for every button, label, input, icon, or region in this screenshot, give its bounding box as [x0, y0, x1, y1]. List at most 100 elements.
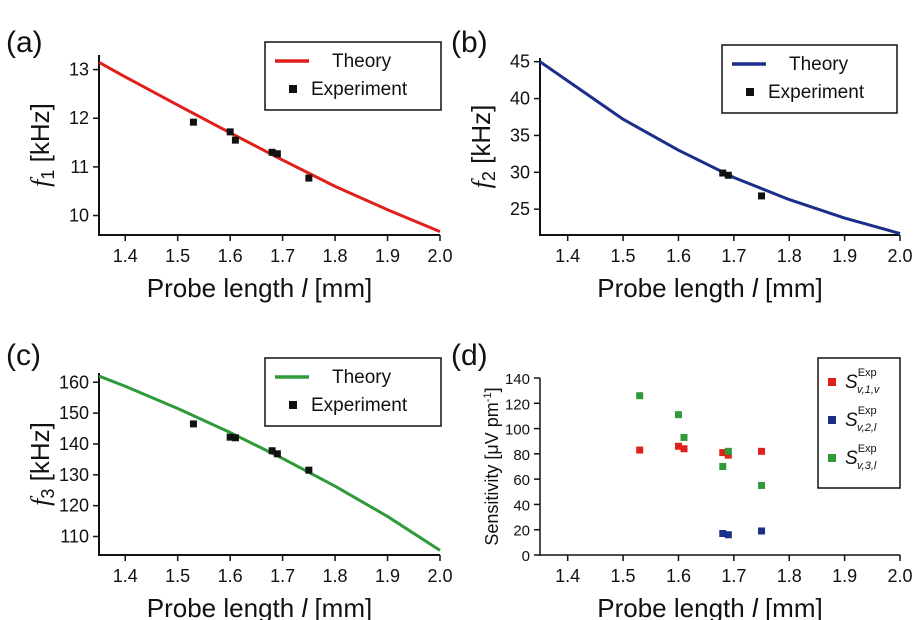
experiment-point — [231, 136, 239, 144]
experiment-point — [305, 174, 313, 182]
y-tick-label: 100 — [505, 422, 530, 439]
y-tick-label: 140 — [59, 434, 89, 454]
sensitivity-point-3 — [724, 447, 732, 455]
legend-label: Theory — [332, 367, 392, 388]
y-tick-label: 160 — [59, 372, 89, 392]
x-axis-label: Probe length l [mm] — [147, 593, 372, 620]
x-tick-label: 1.9 — [375, 566, 400, 586]
x-axis-label-text: Probe length — [597, 593, 752, 620]
y-tick-label: 110 — [60, 526, 89, 546]
sensitivity-point-3 — [758, 481, 766, 489]
legend-marker-swatch — [828, 416, 836, 424]
x-tick-label: 1.4 — [555, 566, 580, 586]
y-axis-label: f3 [kHz] — [25, 422, 58, 506]
x-tick-label: 1.5 — [165, 566, 190, 586]
theory-line — [98, 60, 441, 233]
panel-b: (b) 1.4 1.5 1.6 1.7 1.8 1.9 2.0 25 30 35 40 45 Probe … — [451, 26, 913, 303]
panel-label: (c) — [6, 339, 41, 372]
x-tick-label: 2.0 — [887, 246, 912, 266]
x-axis-label-var: l — [752, 593, 759, 620]
y-tick-label: 120 — [59, 496, 89, 516]
x-axis-label-var: l — [301, 273, 308, 303]
y-axis-label: Sensitivity [μV pm-1] — [482, 387, 502, 545]
x-tick-label: 1.9 — [832, 566, 857, 586]
x-tick-label: 1.7 — [270, 246, 295, 266]
sensitivity-point-3 — [674, 411, 682, 419]
y-axis-label-sub: 2 — [479, 171, 499, 181]
y-tick-label: 80 — [513, 447, 530, 464]
x-axis-label-unit: [mm] — [758, 593, 823, 620]
sensitivity-point-2 — [758, 527, 766, 535]
panel-a: (a) 1.4 1.5 1.6 1.7 1.8 1.9 2.0 10 11 12 13 Probe le… — [6, 26, 453, 303]
y-axis-label-sup: -1 — [482, 392, 494, 402]
legend-label-symbol: S — [845, 448, 858, 469]
panel-label: (d) — [451, 339, 488, 372]
x-axis-label-unit: [mm] — [307, 593, 372, 620]
experiment-point — [268, 148, 276, 156]
experiment-point — [226, 128, 234, 136]
x-axis-label-text: Probe length — [597, 273, 752, 303]
experiment-point — [268, 447, 276, 455]
legend: Theory Experiment — [721, 44, 898, 114]
x-axis-label-unit: [mm] — [307, 273, 372, 303]
legend-label: Experiment — [311, 395, 408, 416]
x-tick-label: 1.5 — [165, 246, 190, 266]
y-tick-label: 40 — [510, 89, 530, 109]
x-tick-label: 2.0 — [427, 566, 452, 586]
sensitivity-point-1 — [636, 446, 644, 454]
experiment-point — [226, 433, 234, 441]
legend-label-sup: Exp — [858, 443, 877, 455]
x-tick-label: 1.5 — [611, 566, 636, 586]
y-tick-label: 12 — [69, 108, 89, 128]
theory-line — [98, 374, 441, 552]
y-tick-label: 30 — [510, 162, 530, 182]
axes-frame — [98, 373, 440, 556]
y-tick-label: 60 — [513, 472, 530, 489]
sensitivity-point-1 — [724, 451, 732, 459]
x-tick-label: 1.8 — [777, 566, 802, 586]
legend-label: Experiment — [768, 82, 865, 103]
x-tick-label: 1.5 — [611, 246, 636, 266]
legend-label: SExp v,1,v — [845, 367, 881, 396]
legend-label: SExp v,3,l — [845, 443, 877, 472]
axes-frame — [98, 55, 440, 236]
x-tick-label: 1.6 — [218, 566, 243, 586]
legend-label: Theory — [332, 51, 392, 72]
experiment-point — [758, 192, 766, 200]
x-axis-label-unit: [mm] — [758, 273, 823, 303]
legend-label: Experiment — [311, 79, 408, 100]
y-tick-label: 25 — [510, 199, 530, 219]
experiment-point — [305, 466, 313, 474]
legend-label-sup: Exp — [858, 405, 877, 417]
y-axis-label-unit: [kHz] — [466, 105, 496, 171]
legend-label: SExp v,2,l — [845, 405, 877, 434]
sensitivity-point-1 — [758, 447, 766, 455]
legend-label-sup: Exp — [858, 367, 877, 379]
legend-marker-swatch — [828, 378, 836, 386]
y-axis-label-end: ] — [482, 387, 502, 392]
x-tick-label: 1.4 — [113, 566, 138, 586]
x-axis-label-text: Probe length — [147, 593, 302, 620]
y-tick-label: 120 — [505, 396, 530, 413]
y-tick-label: 13 — [69, 60, 89, 80]
legend-label-symbol: S — [845, 372, 858, 393]
y-axis-label-unit: [kHz] — [25, 103, 55, 169]
x-tick-label: 1.9 — [375, 246, 400, 266]
x-tick-label: 1.8 — [323, 246, 348, 266]
y-axis-label-text: Sensitivity [μV pm — [482, 402, 502, 545]
panel-d: (d) 1.4 1.5 1.6 1.7 1.8 1.9 2.0 0 20 40 60 80 100 120 1… — [451, 339, 913, 620]
x-tick-label: 1.8 — [777, 246, 802, 266]
sensitivity-point-1 — [674, 442, 682, 450]
y-tick-label: 10 — [69, 206, 89, 226]
x-tick-label: 1.8 — [323, 566, 348, 586]
x-tick-label: 1.7 — [721, 566, 746, 586]
x-axis-label: Probe length l [mm] — [147, 273, 372, 303]
experiment-point — [189, 420, 197, 428]
x-axis-label: Probe length l [mm] — [597, 593, 822, 620]
x-axis-label-text: Probe length — [147, 273, 302, 303]
x-tick-label: 2.0 — [427, 246, 452, 266]
x-axis-label-var: l — [752, 273, 759, 303]
y-axis-label: f2 [kHz] — [466, 105, 499, 189]
legend-marker-swatch — [289, 85, 297, 93]
legend-label-symbol: S — [845, 410, 858, 431]
